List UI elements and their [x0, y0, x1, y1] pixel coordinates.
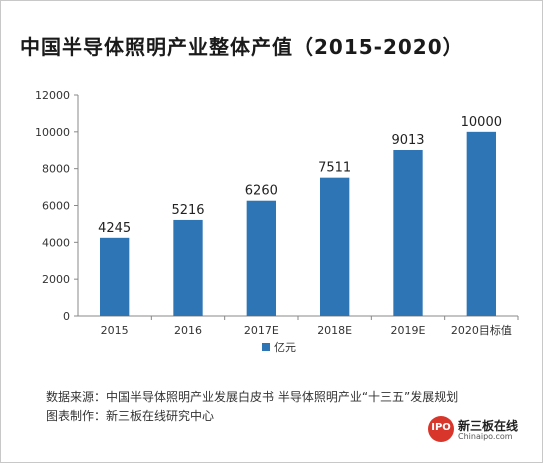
- data-source-note: 数据来源：中国半导体照明产业发展白皮书 半导体照明产业“十三五”发展规划: [46, 390, 459, 404]
- x-tick-label: 2017E: [244, 324, 279, 337]
- logo-badge-icon: IPO: [428, 416, 454, 442]
- bar: [466, 131, 496, 316]
- bar-value-label: 9013: [391, 133, 424, 148]
- y-tick-label: 0: [63, 310, 70, 323]
- bar-value-label: 5216: [171, 203, 204, 218]
- bar: [393, 150, 423, 316]
- x-tick-label: 2020目标值: [451, 323, 512, 337]
- chinaipo-logo: IPO 新三板在线 Chinaipo.com: [428, 416, 528, 444]
- y-tick-label: 4000: [42, 236, 70, 249]
- bar: [320, 177, 350, 316]
- y-tick-label: 12000: [35, 89, 70, 102]
- bar: [246, 200, 276, 316]
- legend-label: 亿元: [274, 341, 296, 354]
- bar-value-label: 6260: [245, 184, 278, 199]
- y-tick-label: 10000: [35, 126, 70, 139]
- y-tick-label: 2000: [42, 273, 70, 286]
- source-notes: 数据来源：中国半导体照明产业发展白皮书 半导体照明产业“十三五”发展规划 图表制…: [46, 388, 458, 426]
- chart-title: 中国半导体照明产业整体产值（2015-2020）: [20, 35, 464, 59]
- x-tick-label: 2015: [101, 324, 129, 337]
- y-tick-label: 6000: [42, 200, 70, 213]
- bar-value-label: 7511: [318, 161, 351, 176]
- x-tick-label: 2016: [174, 324, 202, 337]
- legend-swatch: [262, 343, 270, 351]
- bar-value-label: 4245: [98, 221, 131, 236]
- bar-value-label: 10000: [461, 115, 502, 130]
- chart-credit-note: 图表制作：新三板在线研究中心: [46, 409, 215, 423]
- x-tick-label: 2018E: [317, 324, 352, 337]
- logo-badge-text: IPO: [431, 422, 451, 433]
- y-tick-label: 8000: [42, 163, 70, 176]
- bar: [173, 219, 203, 316]
- x-tick-label: 2019E: [391, 324, 426, 337]
- logo-domain: Chinaipo.com: [458, 432, 513, 441]
- bar: [100, 237, 130, 316]
- logo-name: 新三板在线: [458, 419, 519, 433]
